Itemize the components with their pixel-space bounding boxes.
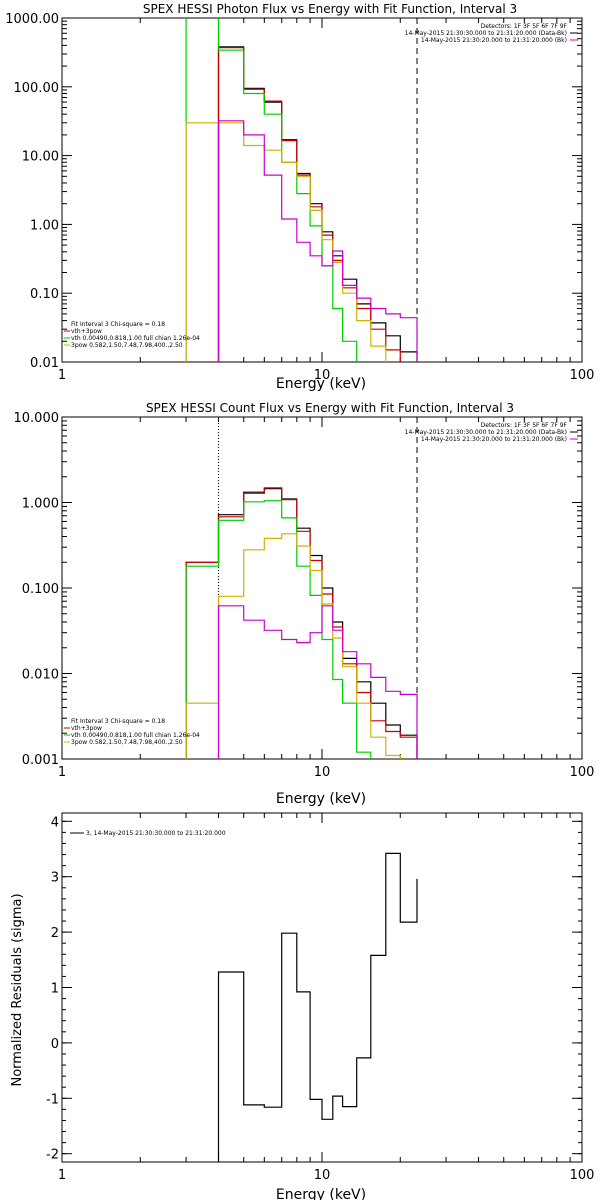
legend-top-entry: 14-May-2015 21:30:30.000 to 21:31:20.000… <box>405 30 567 37</box>
x-tick-label: 1 <box>58 1168 66 1183</box>
y-tick-label: 4 <box>51 815 59 830</box>
legend-top-entry: Detectors: 1F 3F 5F 6F 7F 9F <box>481 422 568 429</box>
spectrum-series-1 <box>217 47 401 362</box>
plot-frame <box>61 17 583 363</box>
legend-bottom-entry: 3pow 0.582,1.50,7.48,7.98,400.,2.50 <box>71 739 183 746</box>
y-tick-label: 100.00 <box>14 81 60 96</box>
x-tick-label: 10 <box>314 765 331 780</box>
chart-title: SPEX HESSI Photon Flux vs Energy with Fi… <box>143 2 517 16</box>
y-tick-label: -1 <box>46 1092 59 1107</box>
spectrum-series-3 <box>185 533 401 759</box>
spectrum-series-0 <box>217 852 418 1162</box>
y-tick-label: 0 <box>51 1037 59 1052</box>
legend-bottom-entry: 3pow 0.582,1.50,7.48,7.98,400.,2.50 <box>71 342 183 349</box>
x-tick-label: 100 <box>570 1168 595 1183</box>
x-tick-label: 100 <box>570 765 595 780</box>
y-tick-label: 1.000 <box>22 497 59 512</box>
spectrum-series-4 <box>217 605 418 759</box>
y-tick-label: 10.00 <box>22 150 59 165</box>
legend-bottom-entry: vth+3pow <box>71 328 102 335</box>
spectrum-series-0 <box>185 488 418 759</box>
x-tick-label: 1 <box>58 368 66 383</box>
y-tick-label: 3 <box>51 871 59 886</box>
legend-bottom-entry: Fit Interval 3 Chi-square = 0.18 <box>71 718 165 725</box>
legend-bottom-entry: vth 0.00490,0.818,1.00 full chian 1.26e-… <box>71 732 200 739</box>
spectrum-series-3 <box>185 122 387 362</box>
y-tick-label: 0.100 <box>22 582 59 597</box>
x-axis-label: Energy (keV) <box>276 376 366 392</box>
x-tick-label: 10 <box>314 368 331 383</box>
x-tick-label: 100 <box>570 368 595 383</box>
photon-flux-panel: SPEX HESSI Photon Flux vs Energy with Fi… <box>5 2 595 392</box>
x-axis-label: Energy (keV) <box>276 791 366 807</box>
y-tick-label: 1 <box>51 982 59 997</box>
y-tick-label: 1.00 <box>30 218 59 233</box>
spectrum-series-2 <box>185 18 358 362</box>
legend-top-entry: 3, 14-May-2015 21:30:30.000 to 21:31:20.… <box>86 830 226 837</box>
legend-top-entry: 14-May-2015 21:30:30.000 to 21:31:20.000… <box>405 429 567 436</box>
count-flux-panel: SPEX HESSI Count Flux vs Energy with Fit… <box>14 401 595 807</box>
x-tick-label: 10 <box>314 1168 331 1183</box>
y-axis-label: Normalized Residuals (sigma) <box>10 893 25 1086</box>
y-tick-label: -2 <box>46 1148 59 1163</box>
x-axis-label: Energy (keV) <box>276 1187 366 1200</box>
y-tick-label: 1000.00 <box>5 12 59 27</box>
legend-top-entry: 14-May-2015 21:30:20.000 to 21:31:20.000… <box>421 436 567 443</box>
y-tick-label: 2 <box>51 926 59 941</box>
legend-bottom-entry: vth 0.00490,0.818,1.00 full chian 1.26e-… <box>71 335 200 342</box>
legend-bottom-entry: Fit Interval 3 Chi-square = 0.18 <box>71 321 165 328</box>
y-tick-label: 10.000 <box>14 411 60 426</box>
y-tick-label: 0.010 <box>22 668 59 683</box>
legend-top-entry: 14-May-2015 21:30:20.000 to 21:31:20.000… <box>421 37 567 44</box>
residuals-panel: Energy (keV) Normalized Residuals (sigma… <box>10 812 595 1200</box>
y-tick-label: 0.001 <box>22 753 59 768</box>
spectrum-series-1 <box>185 487 418 759</box>
x-tick-label: 1 <box>58 765 66 780</box>
spectrum-series-2 <box>185 500 372 759</box>
chart-title: SPEX HESSI Count Flux vs Energy with Fit… <box>146 401 514 415</box>
y-tick-label: 0.10 <box>30 287 59 302</box>
spectrum-series-4 <box>217 120 418 362</box>
legend-top-entry: Detectors: 1F 3F 5F 6F 7F 9F <box>481 23 568 30</box>
y-tick-label: 0.01 <box>30 356 59 371</box>
legend-bottom-entry: vth+3pow <box>71 725 102 732</box>
